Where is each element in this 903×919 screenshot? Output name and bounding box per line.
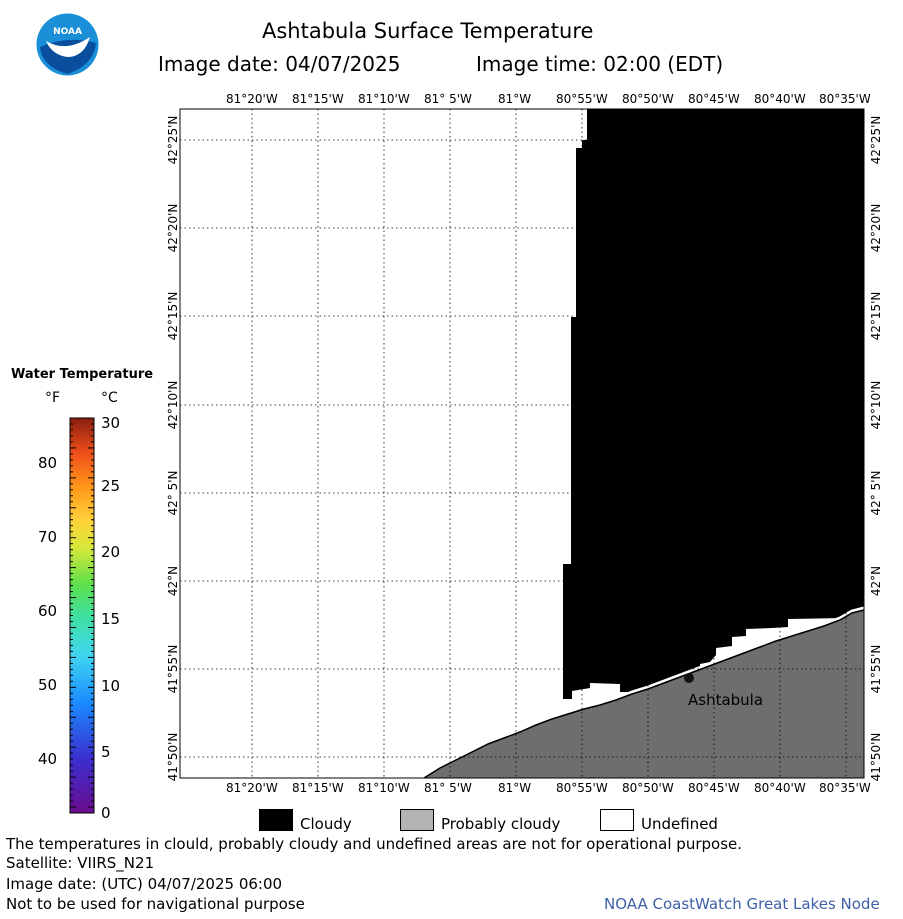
logo-text: NOAA — [53, 27, 82, 37]
c-label: 25 — [101, 477, 121, 495]
lat-label-right: 42°20'N — [869, 204, 883, 253]
lon-label: 80°50'W — [622, 92, 674, 106]
lon-label: 81° 5'W — [424, 92, 472, 106]
c-label: 30 — [101, 414, 121, 432]
lat-label-left: 41°55'N — [166, 645, 180, 694]
lon-label: 80°40'W — [754, 781, 806, 795]
legend-cloudy-label: Cloudy — [300, 815, 352, 833]
colorbar-title: Water Temperature — [11, 367, 154, 382]
lon-label: 80°50'W — [622, 781, 674, 795]
lon-label: 80°35'W — [819, 781, 871, 795]
f-label: 70 — [38, 528, 58, 546]
image-date: Image date: 04/07/2025 — [158, 52, 401, 76]
lat-label-right: 42° 5'N — [869, 471, 883, 516]
ashtabula-marker — [684, 673, 694, 683]
lon-label: 80°40'W — [754, 92, 806, 106]
lat-label-left: 41°50'N — [166, 733, 180, 782]
graticule — [180, 109, 864, 778]
noaa-logo-icon: NOAA — [36, 13, 99, 76]
legend-probably-cloudy-swatch — [400, 809, 434, 831]
lon-label: 81°20'W — [226, 92, 278, 106]
c-label: 0 — [101, 804, 111, 822]
lat-label-left: 42°10'N — [166, 381, 180, 430]
lon-label: 80°45'W — [688, 781, 740, 795]
lon-label: 80°35'W — [819, 92, 871, 106]
lat-label-left: 42°N — [166, 566, 180, 596]
lat-label-right: 42°15'N — [869, 292, 883, 341]
f-label: 80 — [38, 454, 58, 472]
lon-label: 81°15'W — [292, 781, 344, 795]
page-title: Ashtabula Surface Temperature — [262, 19, 594, 43]
c-label: 20 — [101, 543, 121, 561]
lat-label-right: 42°25'N — [869, 116, 883, 165]
land-region — [424, 610, 864, 778]
shoreline — [423, 606, 865, 778]
lat-label-left: 42°20'N — [166, 204, 180, 253]
footer-credit: NOAA CoastWatch Great Lakes Node — [604, 895, 880, 913]
image-time: Image time: 02:00 (EDT) — [476, 52, 724, 76]
f-label: 40 — [38, 750, 58, 768]
footer-utc-date: Image date: (UTC) 04/07/2025 06:00 — [6, 875, 283, 893]
map-frame — [179, 108, 865, 779]
legend-probably-cloudy-label: Probably cloudy — [441, 815, 561, 833]
lat-label-left: 42° 5'N — [166, 471, 180, 516]
legend-cloudy-swatch — [259, 809, 293, 831]
c-label: 10 — [101, 677, 121, 695]
lat-label-left: 42°25'N — [166, 116, 180, 165]
f-label: 50 — [38, 676, 58, 694]
lon-label: 80°55'W — [556, 781, 608, 795]
c-label: 5 — [101, 743, 111, 761]
lon-label: 81°15'W — [292, 92, 344, 106]
noaa-logo: NOAA — [36, 13, 99, 76]
city-label: Ashtabula — [688, 691, 764, 709]
colorbar-unit-c: °C — [101, 390, 118, 406]
c-label: 15 — [101, 610, 121, 628]
footer-satellite: Satellite: VIIRS_N21 — [6, 854, 155, 872]
lon-label: 80°45'W — [688, 92, 740, 106]
lat-label-right: 41°50'N — [869, 733, 883, 782]
lat-label-right: 42°N — [869, 566, 883, 596]
lon-label: 81° 5'W — [424, 781, 472, 795]
lat-label-right: 41°55'N — [869, 645, 883, 694]
colorbar-unit-f: °F — [45, 390, 61, 406]
lon-label: 80°55'W — [556, 92, 608, 106]
colorbar — [69, 417, 95, 814]
footer-disclaimer: The temperatures in clould, probably clo… — [6, 835, 743, 853]
lon-label: 81°10'W — [358, 92, 410, 106]
lat-label-right: 42°10'N — [869, 381, 883, 430]
lon-label: 81°W — [498, 781, 532, 795]
lon-label: 81°10'W — [358, 781, 410, 795]
lon-label: 81°20'W — [226, 781, 278, 795]
cloudy-region — [563, 109, 864, 699]
legend-undefined-label: Undefined — [641, 815, 718, 833]
legend-undefined-swatch — [600, 809, 634, 831]
footer-navigation-warning: Not to be used for navigational purpose — [6, 895, 305, 913]
colorbar-gradient — [69, 417, 95, 814]
lat-label-left: 42°15'N — [166, 292, 180, 341]
f-label: 60 — [38, 602, 58, 620]
lon-label: 81°W — [498, 92, 532, 106]
